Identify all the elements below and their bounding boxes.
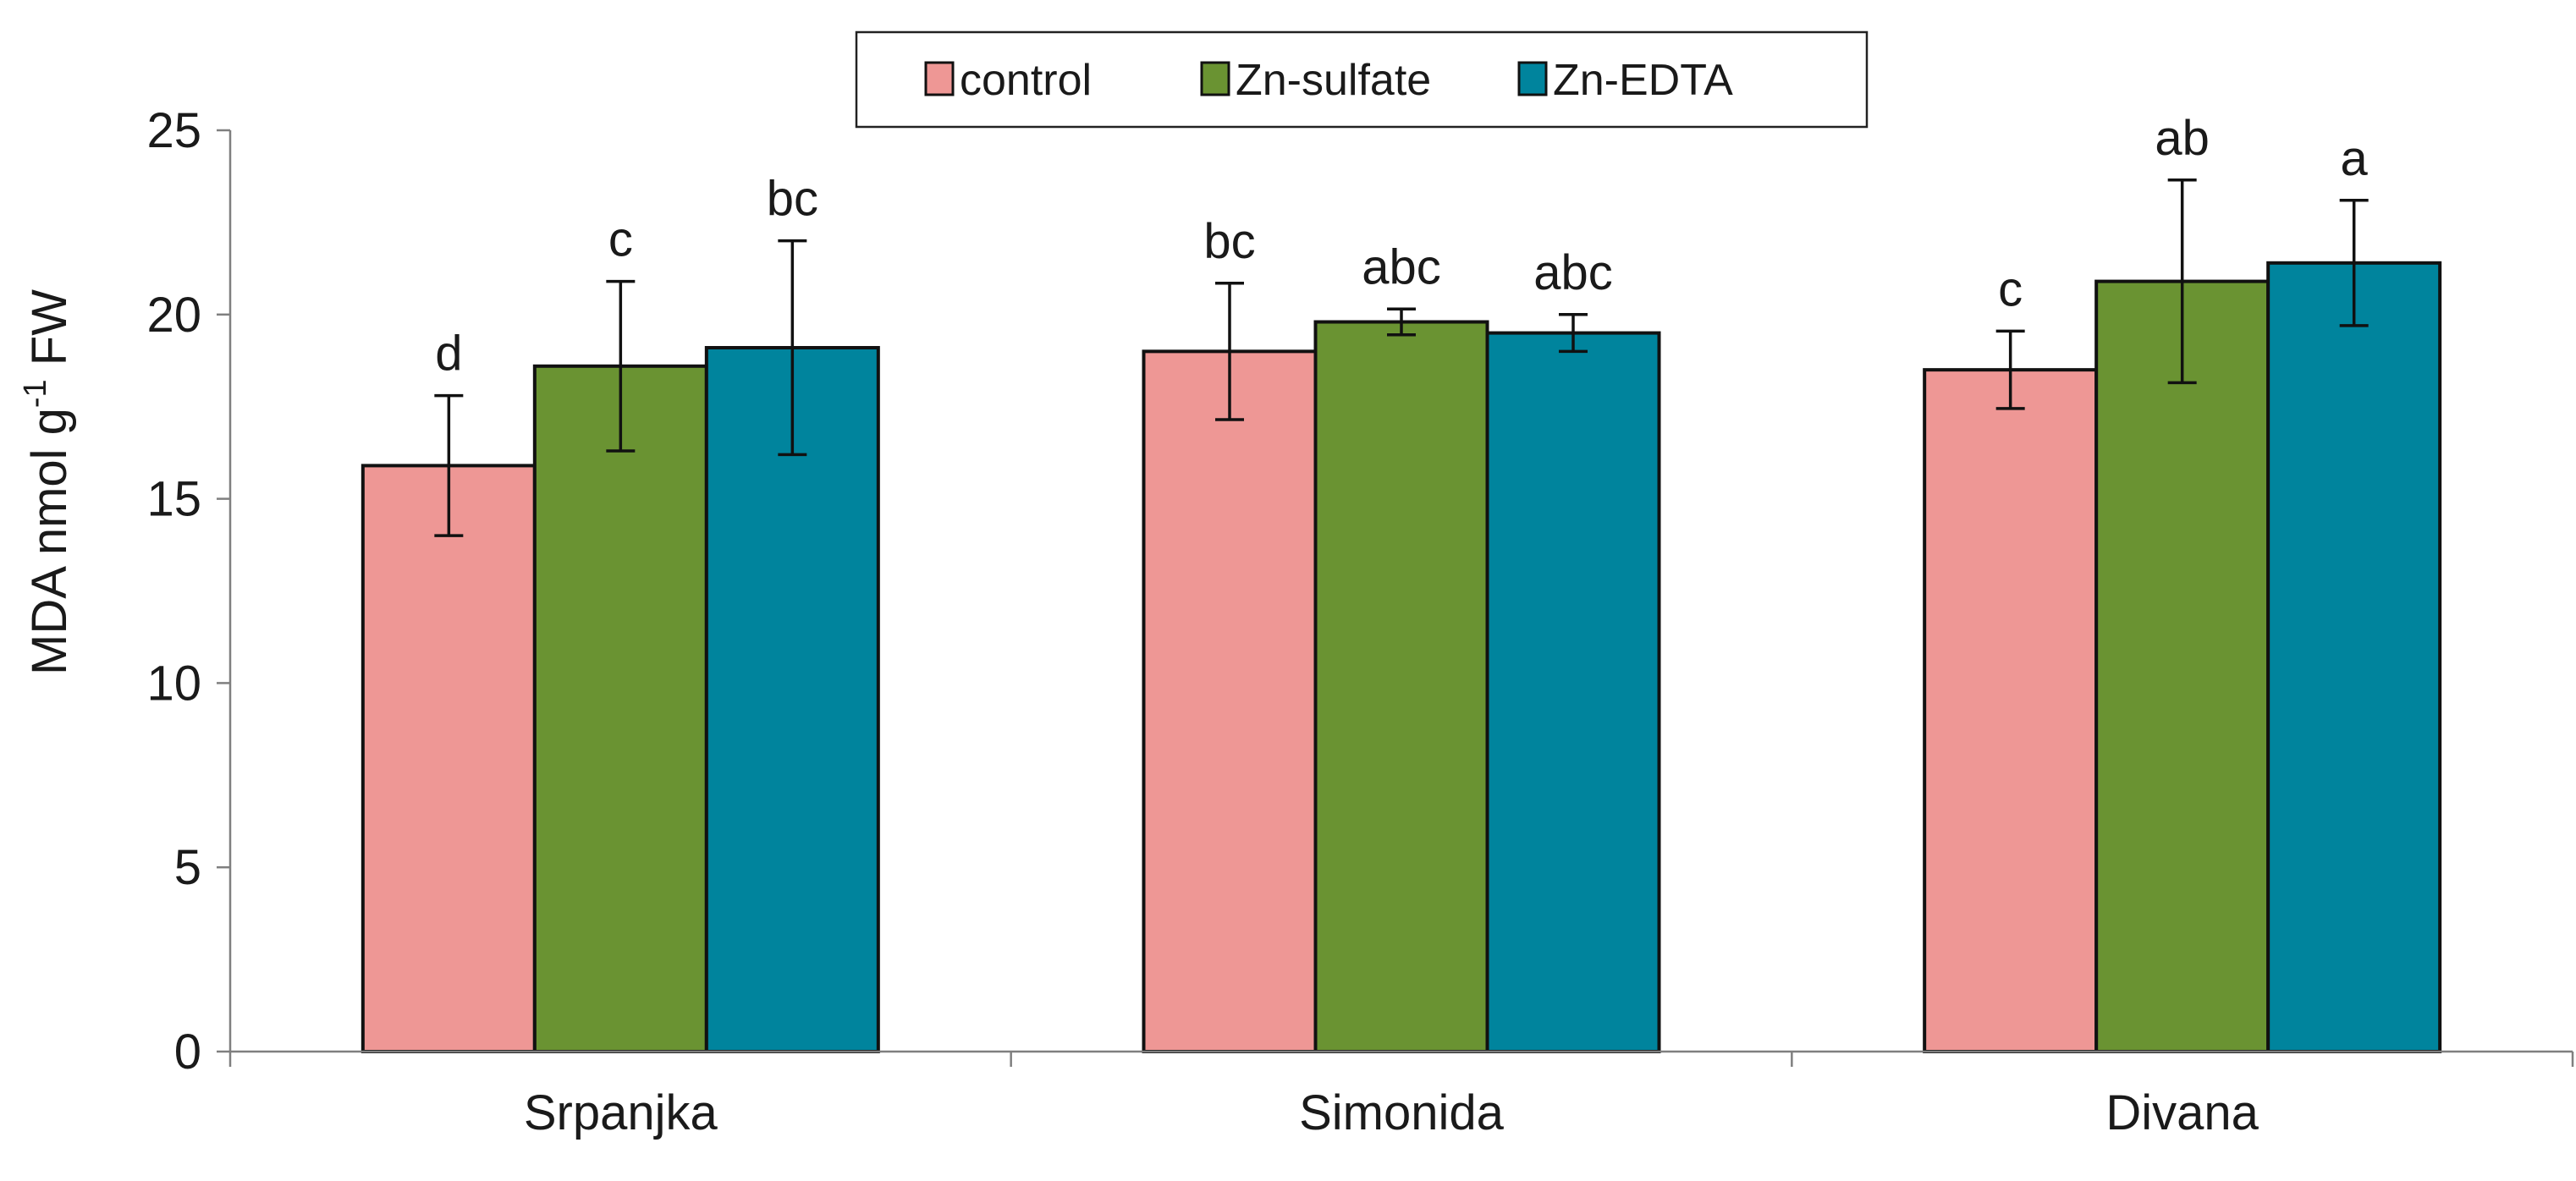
x-axis: Srpanjka Simonida Divana — [228, 1050, 2574, 1140]
y-axis-title-suffix: FW — [22, 289, 77, 380]
y-tick-label: 10 — [146, 656, 201, 711]
y-tick-label: 25 — [146, 103, 201, 158]
y-tick-label: 0 — [174, 1024, 201, 1079]
x-tick-label: Simonida — [1299, 1085, 1505, 1140]
legend-item: Zn-EDTA — [1517, 56, 1733, 105]
significance-labels: d c bc bc abc abc c ab a — [435, 111, 2368, 382]
error-bar — [778, 239, 807, 457]
error-bar — [1387, 307, 1416, 337]
error-bar — [2167, 179, 2197, 385]
legend-swatch — [924, 61, 955, 96]
y-tick-label: 15 — [146, 472, 201, 527]
error-bar — [434, 393, 464, 537]
error-bar — [606, 279, 636, 453]
bars — [361, 261, 2442, 1054]
legend: control Zn-sulfate Zn-EDTA — [855, 30, 1869, 129]
bar — [1485, 331, 1661, 1053]
error-bar — [2339, 199, 2369, 327]
data-label: abc — [1362, 239, 1441, 294]
error-bar — [1995, 329, 2025, 410]
error-bar — [1559, 313, 1588, 354]
bar — [1142, 349, 1318, 1053]
y-axis-title-superscript: -1 — [18, 379, 53, 408]
legend-label: Zn-EDTA — [1553, 56, 1733, 105]
bar — [2266, 261, 2442, 1054]
x-tick-label: Divana — [2105, 1085, 2259, 1140]
legend-label: control — [960, 56, 1092, 105]
data-label: c — [608, 212, 633, 267]
y-axis: 0 5 10 15 20 25 — [146, 103, 232, 1079]
data-label: d — [435, 327, 462, 382]
legend-swatch — [1200, 61, 1230, 96]
bar — [532, 364, 708, 1053]
bar — [361, 464, 537, 1053]
bar — [2094, 279, 2271, 1053]
legend-label: Zn-sulfate — [1236, 56, 1431, 105]
data-label: ab — [2155, 111, 2210, 166]
legend-item: Zn-sulfate — [1200, 56, 1431, 105]
bar — [1923, 368, 2099, 1053]
error-bar — [1215, 282, 1244, 421]
legend-item: control — [924, 56, 1092, 105]
y-tick-label: 5 — [174, 840, 201, 895]
data-label: abc — [1533, 245, 1613, 300]
data-label: bc — [1203, 214, 1255, 269]
y-tick-label: 20 — [146, 288, 201, 343]
data-label: bc — [767, 172, 818, 227]
error-bars — [434, 179, 2369, 537]
data-label: c — [1998, 261, 2023, 316]
legend-swatch — [1517, 61, 1548, 96]
y-axis-title: MDA nmol g-1 FW — [18, 289, 77, 675]
bar — [1313, 320, 1489, 1053]
data-label: a — [2341, 131, 2369, 186]
legend-box — [855, 30, 1869, 129]
x-tick-label: Srpanjka — [524, 1085, 718, 1140]
